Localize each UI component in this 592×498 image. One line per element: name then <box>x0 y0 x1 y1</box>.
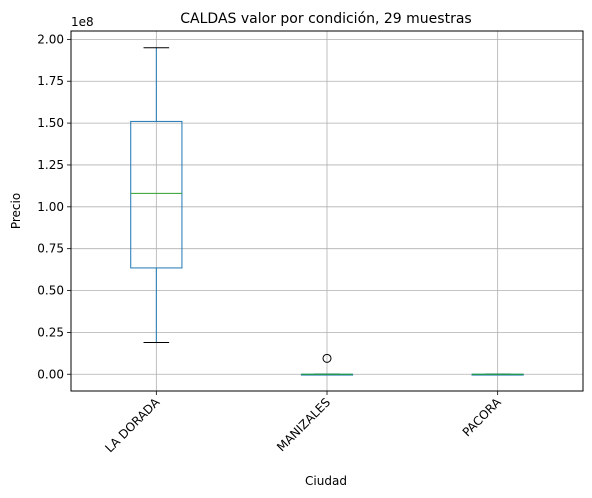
x-axis-label: Ciudad <box>305 474 347 488</box>
y-tick-label: 1.25 <box>37 158 64 172</box>
outlier-point <box>322 353 332 363</box>
box-manizales <box>300 353 354 376</box>
x-tick-label: MANIZALES <box>274 395 333 454</box>
chart-title: CALDAS valor por condición, 29 muestras <box>180 11 471 27</box>
y-axis-offset-text: 1e8 <box>71 15 94 29</box>
y-tick-label: 1.75 <box>37 74 64 88</box>
x-tick-label: PACORA <box>460 395 505 440</box>
y-tick-label: 2.00 <box>37 32 64 46</box>
box-pacora <box>471 373 524 376</box>
iqr-box <box>130 120 183 269</box>
box-la-dorada <box>130 47 183 343</box>
grid-lines <box>71 31 583 391</box>
y-tick-label: 1.50 <box>37 116 64 130</box>
box-plot-series <box>130 47 524 376</box>
y-axis-label: Precio <box>9 193 23 229</box>
y-tick-label: 0.00 <box>37 367 64 381</box>
y-tick-label: 0.50 <box>37 284 64 298</box>
x-axis-ticks: LA DORADA MANIZALES PACORA <box>102 391 504 455</box>
y-tick-label: 1.00 <box>37 200 64 214</box>
y-axis-ticks: 0.00 0.25 0.50 0.75 1.00 1.25 1.50 1.75 2.00 <box>37 32 71 381</box>
y-tick-label: 0.75 <box>37 242 64 256</box>
x-tick-label: LA DORADA <box>102 395 163 456</box>
y-tick-label: 0.25 <box>37 325 64 339</box>
